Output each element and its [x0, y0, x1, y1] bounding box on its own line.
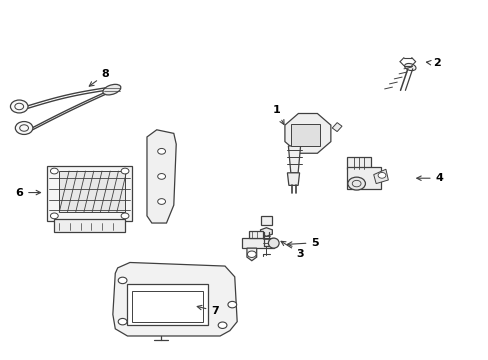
- Circle shape: [121, 213, 129, 219]
- Polygon shape: [147, 130, 176, 223]
- Bar: [47, 166, 132, 221]
- Circle shape: [377, 172, 385, 178]
- Bar: [346, 167, 380, 189]
- Bar: [132, 291, 203, 321]
- Circle shape: [121, 168, 129, 174]
- Circle shape: [247, 251, 256, 257]
- Polygon shape: [287, 173, 299, 185]
- Polygon shape: [373, 169, 387, 184]
- Bar: [242, 238, 273, 248]
- Text: 2: 2: [426, 58, 440, 68]
- Polygon shape: [285, 113, 330, 153]
- Circle shape: [50, 213, 58, 219]
- Circle shape: [158, 174, 165, 179]
- Text: 8: 8: [89, 69, 109, 86]
- Text: 1: 1: [272, 105, 284, 125]
- Bar: [290, 125, 320, 146]
- Bar: [127, 284, 207, 325]
- Ellipse shape: [102, 84, 121, 95]
- Circle shape: [15, 122, 33, 134]
- Polygon shape: [246, 248, 256, 261]
- Bar: [346, 157, 370, 169]
- Ellipse shape: [268, 238, 279, 248]
- Polygon shape: [113, 262, 237, 336]
- Polygon shape: [331, 123, 341, 132]
- Text: 6: 6: [15, 188, 41, 198]
- Bar: [59, 171, 125, 212]
- Polygon shape: [288, 146, 300, 173]
- Ellipse shape: [404, 63, 415, 71]
- Bar: [249, 231, 263, 238]
- Polygon shape: [260, 228, 272, 236]
- Circle shape: [118, 277, 127, 284]
- Text: 3: 3: [281, 241, 304, 258]
- Circle shape: [158, 199, 165, 204]
- Text: 4: 4: [416, 173, 443, 183]
- Bar: [54, 220, 125, 232]
- Circle shape: [118, 319, 127, 325]
- Circle shape: [227, 301, 236, 308]
- Circle shape: [218, 322, 226, 328]
- Circle shape: [10, 100, 28, 113]
- Circle shape: [347, 177, 365, 190]
- Polygon shape: [260, 216, 272, 225]
- Text: 7: 7: [197, 305, 219, 316]
- Text: 5: 5: [287, 238, 318, 248]
- Circle shape: [50, 168, 58, 174]
- Ellipse shape: [362, 171, 374, 178]
- Circle shape: [158, 148, 165, 154]
